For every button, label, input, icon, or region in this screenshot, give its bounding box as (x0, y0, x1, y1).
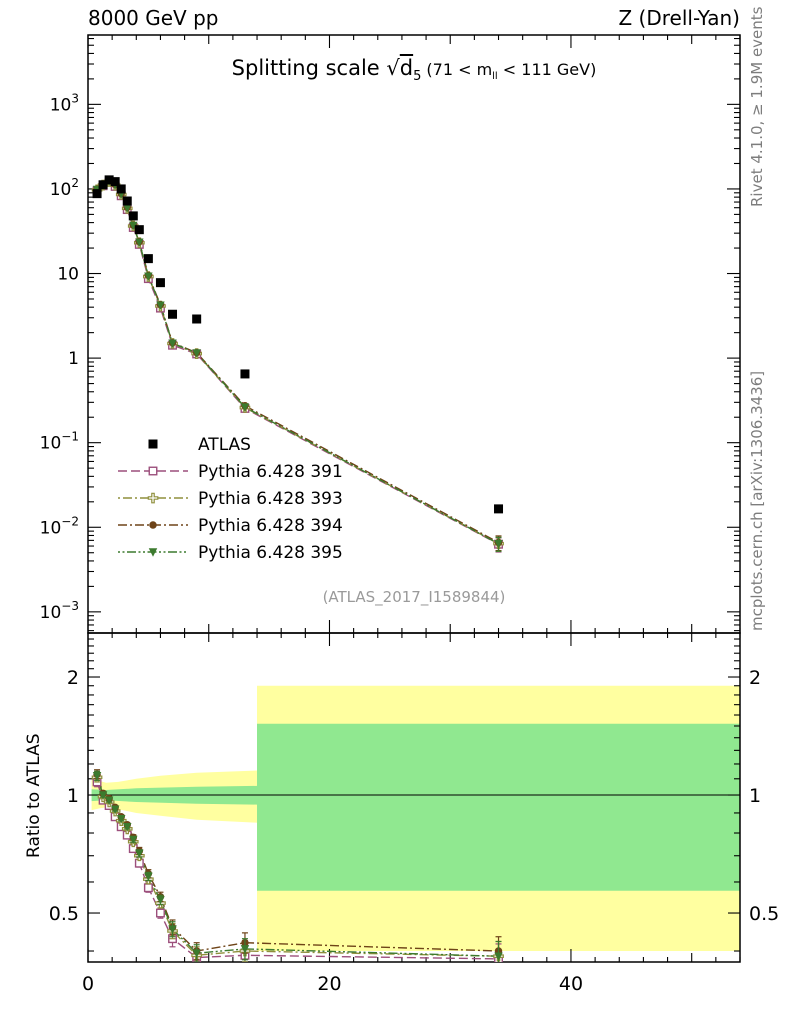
title-cut-post: < 111 GeV) (497, 60, 597, 79)
title-prefix: Splitting scale (231, 56, 387, 80)
main-y-tick-label: 102 (50, 176, 79, 200)
ratio-y-tick-label: 2 (67, 667, 79, 689)
legend-label: Pythia 6.428 394 (198, 516, 343, 536)
main-y-tick-label: 10 (57, 265, 79, 285)
ratio-y-tick-label: 1 (749, 785, 761, 807)
ratio-y-tick-label: 1 (67, 785, 79, 807)
analysis-watermark: (ATLAS_2017_I1589844) (322, 588, 506, 606)
main-series (91, 175, 504, 553)
ratio-panel-frame (87, 632, 741, 963)
x-tick-label: 20 (317, 973, 341, 995)
legend-label: ATLAS (198, 435, 251, 455)
title-cut-pre: (71 < m (426, 60, 493, 79)
legend-label: Pythia 6.428 391 (198, 462, 343, 482)
title-cut: (71 < mll < 111 GeV) (426, 60, 597, 83)
main-y-tick-label: 1 (68, 349, 79, 369)
process-label: Z (Drell-Yan) (618, 6, 740, 30)
title-radicand: d (399, 56, 414, 80)
ratio-uncertainty-bands (91, 685, 740, 951)
mcplots-credit-label: mcplots.cern.ch [arXiv:1306.3436] (748, 370, 766, 631)
beam-label: 8000 GeV pp (88, 6, 219, 30)
header: 8000 GeV pp Z (Drell-Yan) (88, 6, 740, 30)
legend-label: Pythia 6.428 395 (198, 543, 343, 563)
sqrt-symbol: √ (386, 56, 400, 80)
title-radicand-sub: 5 (413, 69, 422, 85)
ratio-y-tick-label: 0.5 (749, 903, 779, 925)
ratio-y-tick-label: 2 (749, 667, 761, 689)
x-tick-label: 0 (82, 973, 94, 995)
legend-label: Pythia 6.428 393 (198, 489, 343, 509)
rivet-version-label: Rivet 4.1.0, ≥ 1.9M events (748, 6, 766, 208)
legend: ATLAS Pythia 6.428 391 Pythia 6.428 393 Pyt… (118, 435, 343, 563)
axis-ticks (87, 35, 741, 962)
main-panel-frame (87, 34, 741, 634)
band-green (91, 723, 740, 891)
x-tick-label: 40 (559, 973, 583, 995)
main-y-tick-label: 103 (50, 91, 79, 115)
main-y-tick-label: 10−2 (40, 514, 79, 538)
plot-title: Splitting scale √d5 (71 < mll < 111 GeV) (88, 56, 740, 84)
title-cut-sub: ll (492, 71, 498, 83)
ratio-axis-label: Ratio to ATLAS (24, 733, 44, 859)
main-y-tick-label: 10−1 (40, 430, 79, 454)
ratio-series (91, 769, 504, 962)
main-y-tick-label: 10−3 (40, 599, 79, 623)
ratio-y-tick-label: 0.5 (49, 903, 79, 925)
